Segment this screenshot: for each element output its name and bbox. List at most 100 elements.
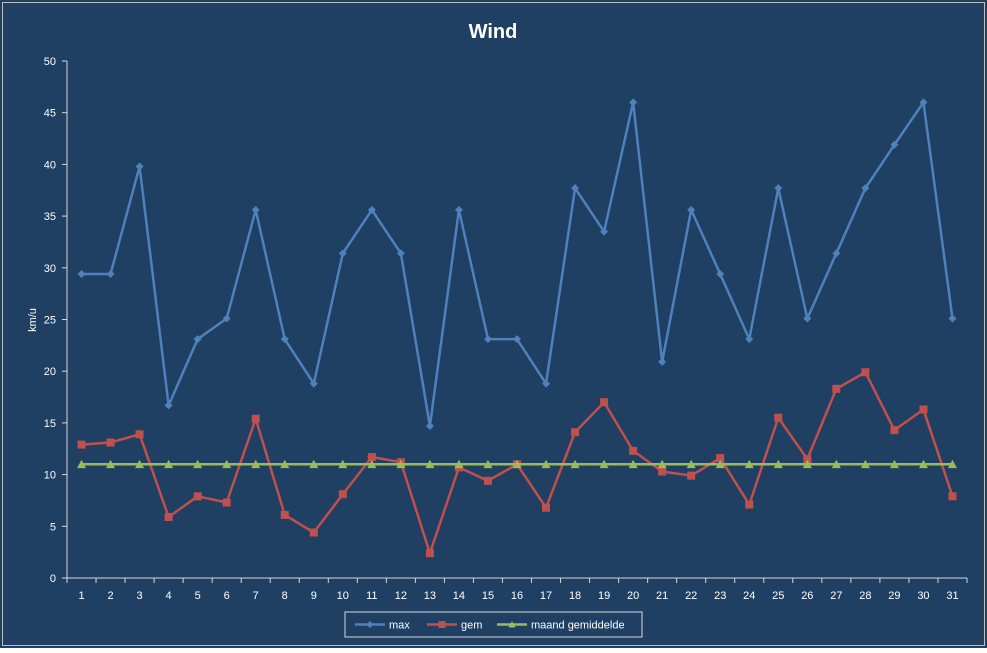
x-tick-label: 9 (311, 590, 317, 602)
x-tick-label: 11 (366, 590, 377, 602)
x-tick-label: 12 (395, 590, 407, 602)
series-max (77, 98, 957, 431)
data-point (425, 549, 434, 558)
data-point (919, 98, 928, 107)
x-tick-label: 27 (830, 590, 842, 602)
data-point (947, 459, 957, 469)
data-point (831, 459, 841, 469)
x-tick-label: 21 (656, 590, 668, 602)
data-point (744, 459, 754, 469)
data-point (483, 335, 492, 344)
data-point (774, 413, 783, 422)
x-tick-label: 14 (453, 590, 465, 602)
legend-label: max (389, 620, 410, 632)
data-point (715, 459, 725, 469)
y-axis-label: km/u (27, 308, 39, 332)
x-tick-label: 13 (424, 590, 436, 602)
data-point (948, 492, 957, 501)
y-tick-label: 15 (44, 418, 56, 430)
x-tick-label: 6 (224, 590, 230, 602)
data-point (106, 459, 116, 469)
x-tick-label: 19 (598, 590, 610, 602)
x-tick-label: 28 (859, 590, 871, 602)
data-point (657, 459, 667, 469)
data-point (686, 459, 696, 469)
x-tick-label: 31 (946, 590, 958, 602)
data-point (658, 357, 667, 366)
data-point (513, 335, 521, 344)
data-point (861, 184, 870, 193)
data-point (599, 459, 609, 469)
y-tick-label: 35 (44, 211, 56, 223)
legend-entry: maand gemiddelde (497, 620, 625, 632)
y-tick-label: 50 (44, 56, 56, 68)
x-tick-label: 29 (888, 590, 900, 602)
data-point (251, 459, 261, 469)
y-tick-label: 30 (44, 263, 56, 275)
data-point (396, 249, 405, 258)
data-point (803, 314, 812, 323)
data-point (919, 405, 928, 414)
data-point (280, 510, 289, 519)
y-tick-label: 5 (50, 521, 56, 533)
data-point (716, 454, 725, 463)
data-point (948, 314, 957, 323)
data-point (716, 270, 725, 279)
data-point (571, 184, 580, 193)
legend: max gem maand gemiddelde (344, 611, 643, 638)
data-point (454, 459, 464, 469)
data-point (193, 492, 202, 501)
x-tick-label: 22 (685, 590, 697, 602)
data-point (745, 500, 754, 509)
x-tick-label: 16 (511, 590, 523, 602)
data-point (367, 205, 376, 214)
data-point (251, 205, 260, 214)
data-point (774, 184, 783, 193)
data-point (861, 368, 870, 377)
data-point (483, 476, 492, 485)
data-point (135, 430, 144, 439)
data-point (135, 459, 145, 469)
data-point (687, 471, 696, 480)
data-point (860, 459, 870, 469)
data-point (106, 438, 115, 447)
data-point (251, 414, 260, 423)
data-point (77, 270, 86, 279)
x-tick-label: 25 (772, 590, 784, 602)
data-point (222, 314, 231, 323)
data-point (280, 459, 290, 469)
y-tick-label: 0 (50, 573, 56, 585)
legend-entry: gem (427, 620, 482, 632)
legend-label: maand gemiddelde (531, 620, 625, 632)
x-tick-label: 8 (282, 590, 288, 602)
data-point (106, 270, 115, 279)
data-point (542, 379, 551, 388)
legend-entry: max (355, 620, 410, 632)
x-tick-label: 15 (482, 590, 494, 602)
x-tick-label: 23 (714, 590, 726, 602)
data-point (687, 205, 696, 214)
x-tick-label: 5 (195, 590, 201, 602)
data-point (658, 467, 667, 476)
x-tick-label: 17 (540, 590, 552, 602)
x-tick-label: 3 (137, 590, 143, 602)
data-point (571, 428, 580, 437)
y-tick-label: 20 (44, 366, 56, 378)
x-tick-label: 30 (917, 590, 929, 602)
data-point (193, 335, 202, 344)
data-point (542, 503, 551, 512)
data-point (803, 455, 812, 464)
legend-box (344, 611, 643, 638)
data-point (570, 459, 580, 469)
data-point (338, 249, 347, 258)
x-tick-label: 10 (337, 590, 349, 602)
data-point (338, 459, 348, 469)
x-tick-label: 18 (569, 590, 581, 602)
legend-marker (508, 621, 516, 628)
data-point (309, 459, 319, 469)
data-point (77, 440, 86, 449)
data-point (454, 205, 463, 214)
